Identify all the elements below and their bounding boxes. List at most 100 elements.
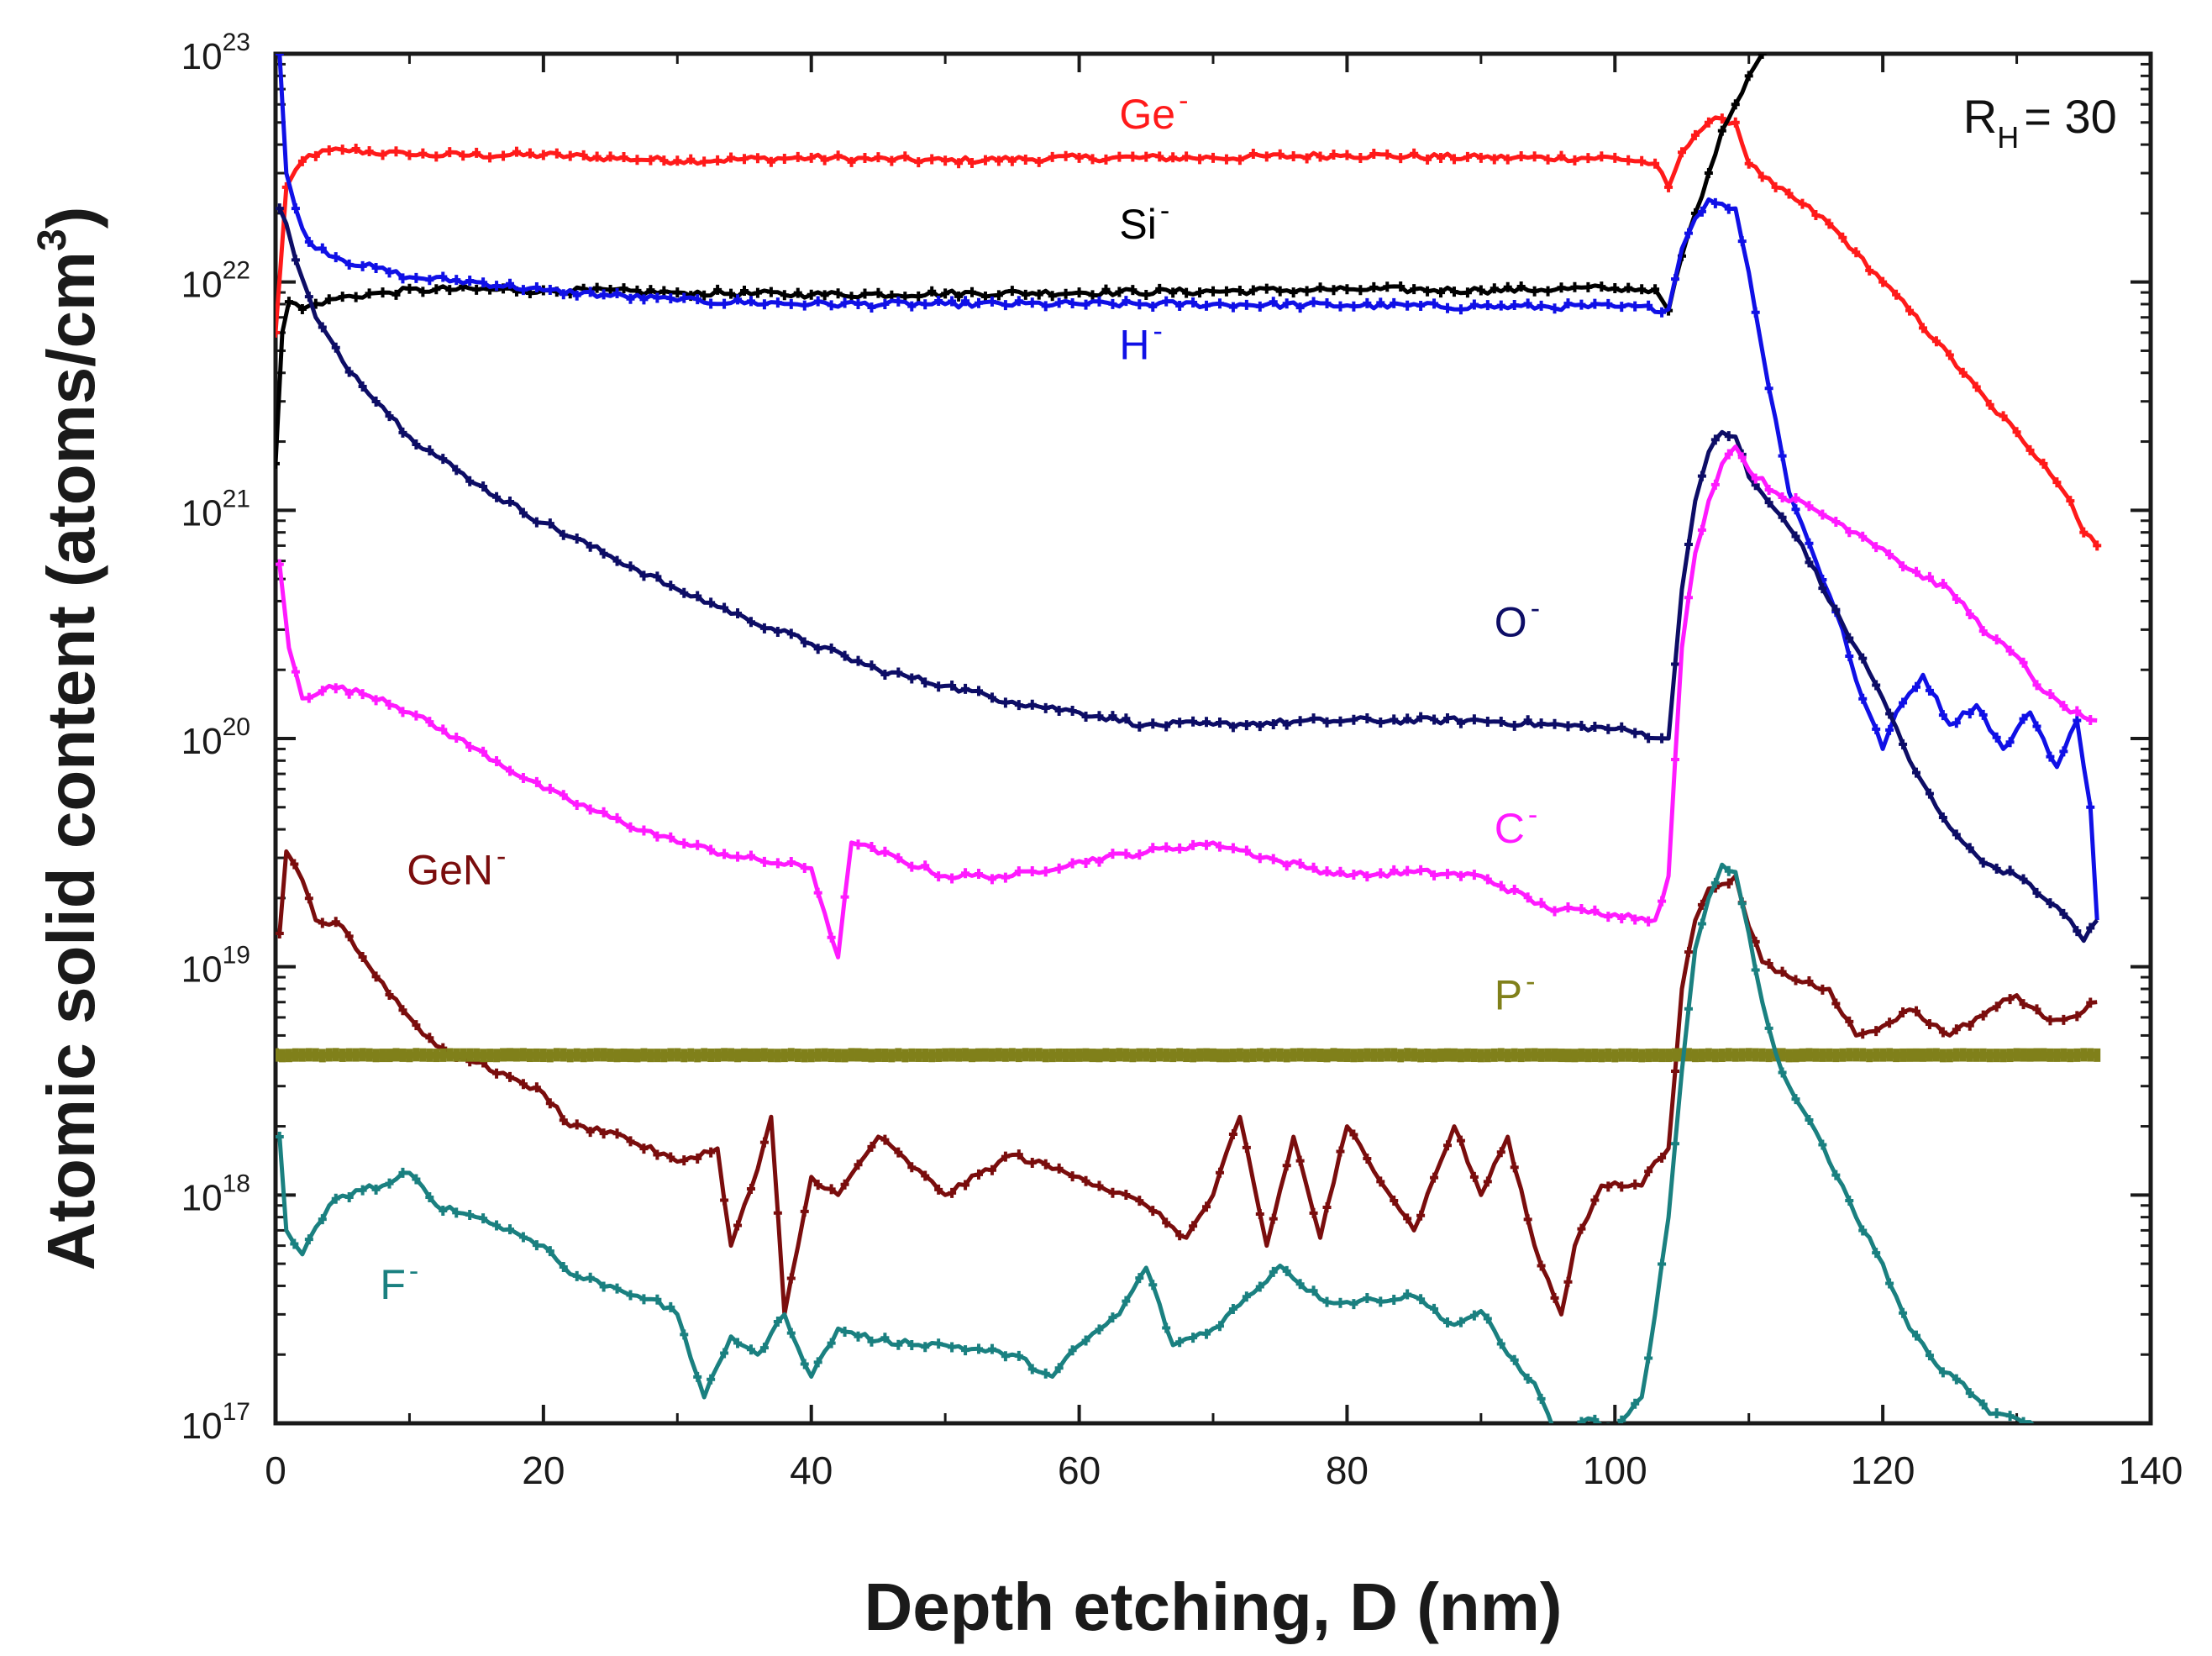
series-point (439, 724, 448, 735)
series-point (358, 1185, 367, 1196)
series-point (479, 277, 488, 288)
x-tick-label: 0 (265, 1448, 286, 1492)
series-point (1336, 1146, 1345, 1157)
series-point (1269, 1266, 1278, 1277)
series-point (828, 1049, 835, 1063)
series-point (1042, 1049, 1049, 1063)
series-point (1081, 711, 1090, 722)
series-point (1411, 1048, 1418, 1062)
series-point (1932, 1048, 1940, 1062)
series-point (1021, 154, 1030, 165)
series-point (707, 844, 716, 855)
series-point (854, 1048, 862, 1062)
series-point (1376, 1176, 1385, 1187)
series-point (860, 288, 870, 299)
series-point (579, 150, 588, 160)
series-point (1577, 720, 1586, 731)
series-point (894, 1147, 903, 1158)
series-point (560, 1048, 567, 1062)
series-point (1041, 1159, 1050, 1170)
series-point (1483, 874, 1492, 885)
series-point (747, 1048, 754, 1062)
series-point (759, 623, 769, 633)
series-point (392, 1048, 400, 1062)
series-point (700, 290, 709, 301)
series-point (1517, 1049, 1525, 1063)
series-point (1290, 1048, 1297, 1062)
series-point (1122, 1190, 1131, 1200)
series-point (1222, 286, 1231, 297)
series-point (1684, 1003, 1693, 1014)
series-point (1845, 633, 1854, 644)
series-point (867, 660, 876, 671)
series-point (1523, 298, 1532, 309)
series-point (1893, 1049, 1900, 1063)
series-point (1697, 206, 1706, 217)
series-point (1228, 1303, 1237, 1314)
series-point (1329, 285, 1338, 296)
series-point (612, 812, 622, 823)
series-point (1007, 286, 1017, 297)
series-point (1189, 839, 1198, 850)
series-point (1872, 680, 1881, 691)
series-point (1282, 298, 1291, 309)
series-point (372, 1049, 380, 1063)
series-point (626, 1290, 635, 1301)
series-point (2019, 1417, 2028, 1423)
series-point (2073, 715, 2082, 726)
series-point (518, 1079, 528, 1090)
series-point (1021, 289, 1030, 300)
series-point (345, 1048, 353, 1062)
series-point (867, 841, 876, 852)
series-point (1826, 1048, 1833, 1062)
series-point (1416, 300, 1426, 311)
y-tick-label: 1018 (181, 1170, 250, 1218)
y-tick-label: 1023 (181, 29, 250, 77)
series-point (612, 288, 622, 299)
series-point (1724, 865, 1733, 876)
series-point (674, 1048, 681, 1062)
series-point (2073, 1011, 2082, 1022)
series-point (2059, 701, 2068, 712)
series-point (1376, 718, 1385, 728)
series-point (1986, 1049, 1994, 1063)
series-point (680, 838, 689, 849)
series-point (686, 154, 696, 165)
series-point (1737, 898, 1747, 909)
series-point (654, 1049, 661, 1063)
series-point (600, 1048, 607, 1062)
series-point (1658, 733, 1667, 744)
series-point (1350, 1049, 1358, 1063)
series-point (980, 291, 990, 302)
series-point (1357, 1049, 1364, 1063)
series-point (1014, 1350, 1023, 1361)
series-point (961, 296, 970, 307)
series-point (1858, 693, 1868, 704)
series-point (1054, 705, 1064, 716)
series-point (1992, 1001, 2001, 1012)
series-point (1068, 297, 1077, 308)
series-point (759, 299, 769, 310)
series-point (465, 276, 475, 287)
series-point (1175, 1337, 1185, 1348)
series-point (1644, 916, 1653, 927)
series-point (766, 156, 775, 167)
series-point (2079, 527, 2089, 538)
series-point (1992, 1408, 2001, 1419)
series-point (572, 290, 581, 301)
series-point (305, 1048, 313, 1062)
series-point (1242, 1142, 1251, 1153)
series-point (2086, 923, 2095, 933)
series-point (545, 518, 554, 529)
series-point (1510, 1354, 1519, 1365)
series-point (948, 1187, 957, 1198)
series-point (2080, 1048, 2088, 1062)
series-point (1269, 297, 1278, 308)
series-point (559, 1261, 568, 1272)
series-point (1356, 285, 1365, 296)
series-point (446, 1048, 454, 1062)
series-point (1516, 281, 1526, 292)
series-point (733, 607, 743, 618)
series-point (359, 1048, 366, 1062)
